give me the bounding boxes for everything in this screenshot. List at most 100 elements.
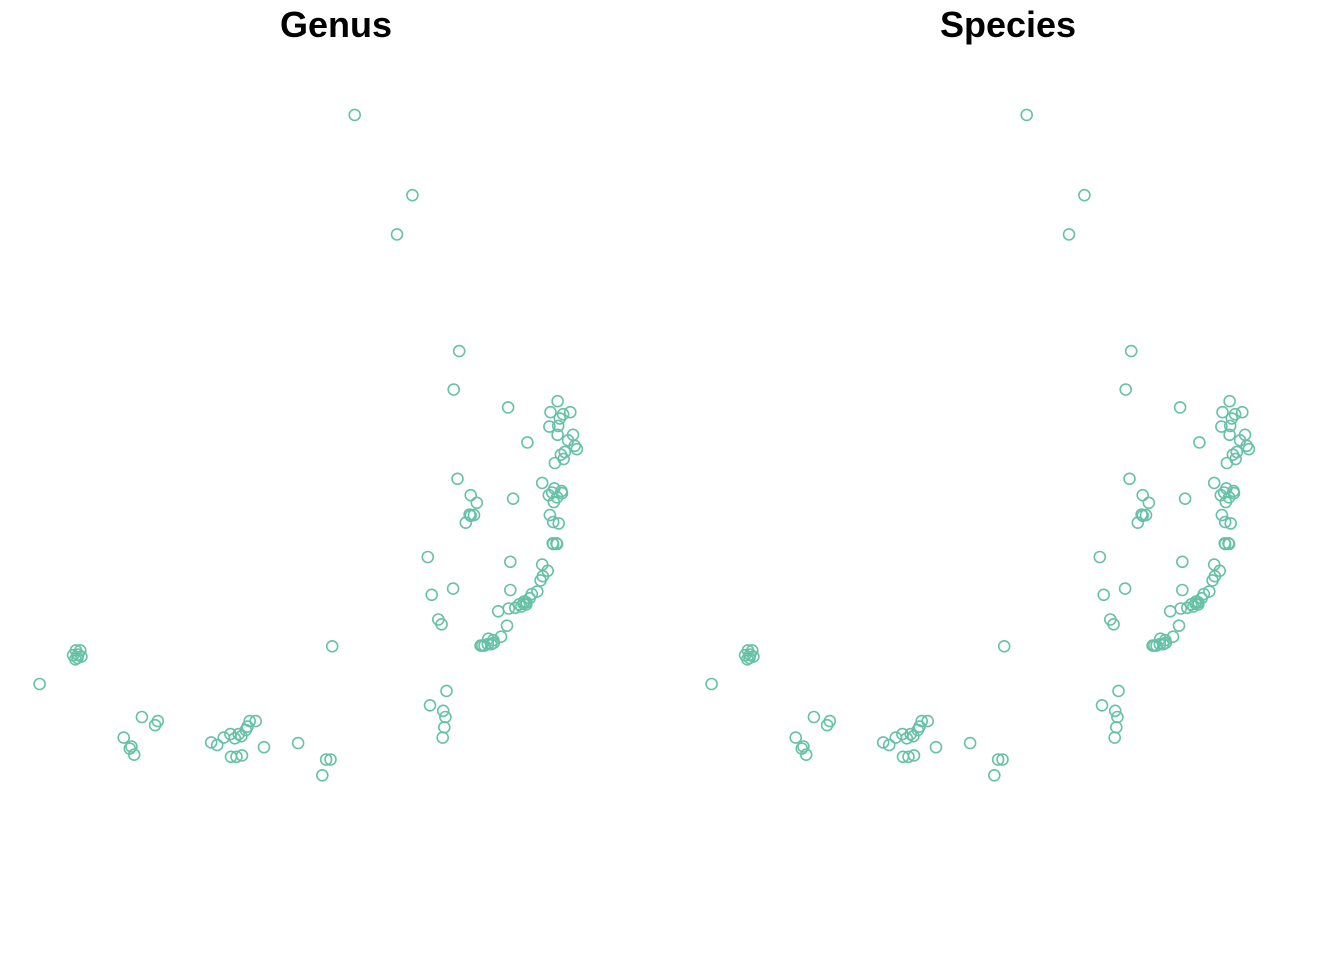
data-point — [1228, 407, 1242, 421]
data-point — [1216, 405, 1229, 419]
data-point — [464, 488, 478, 502]
data-point — [1166, 630, 1180, 644]
data-point — [390, 228, 404, 241]
data-point — [325, 639, 339, 653]
data-point — [548, 456, 562, 470]
data-point — [435, 617, 448, 631]
data-point — [74, 644, 87, 657]
data-point — [475, 639, 489, 652]
data-point — [1124, 344, 1138, 358]
data-point — [882, 738, 896, 752]
data-point — [1097, 588, 1110, 602]
data-point — [543, 508, 557, 522]
data-point — [425, 588, 439, 602]
data-point — [1136, 509, 1149, 523]
data-point — [705, 677, 718, 691]
data-point — [148, 718, 162, 732]
data-point — [436, 731, 450, 744]
data-point — [481, 637, 495, 651]
data-point — [319, 753, 333, 766]
data-point — [470, 496, 484, 510]
data-point — [135, 710, 149, 724]
data-point — [1215, 420, 1228, 433]
data-point — [1224, 517, 1237, 530]
data-point — [501, 401, 515, 414]
data-point — [1119, 383, 1132, 396]
data-point — [1222, 537, 1236, 551]
data-point — [502, 602, 516, 615]
data-point — [907, 749, 921, 762]
data-point — [127, 748, 141, 762]
plot-panel-genus — [33, 108, 584, 782]
data-point — [33, 677, 46, 691]
data-point — [1236, 405, 1249, 419]
data-point — [789, 731, 803, 744]
data-point — [506, 492, 520, 506]
data-point — [556, 407, 570, 421]
data-point — [1218, 515, 1232, 529]
data-point — [550, 537, 564, 551]
data-point — [1223, 419, 1237, 433]
data-point — [907, 729, 920, 743]
data-point — [807, 710, 821, 724]
data-point — [71, 651, 84, 665]
data-point — [799, 748, 813, 762]
data-point — [1187, 600, 1200, 613]
data-point — [421, 550, 435, 564]
data-point — [464, 509, 478, 523]
data-point — [1176, 555, 1189, 569]
data-point — [514, 600, 528, 613]
data-point — [232, 727, 245, 741]
data-point — [902, 750, 915, 764]
data-point — [1215, 508, 1229, 522]
data-point — [1206, 574, 1219, 587]
data-point — [517, 597, 530, 611]
data-point — [1093, 550, 1107, 564]
data-point — [348, 108, 362, 122]
data-point — [963, 736, 977, 750]
data-point — [1163, 604, 1177, 618]
data-point — [570, 442, 584, 456]
data-point — [1136, 488, 1149, 502]
chart-title-genus: Genus — [279, 4, 393, 45]
data-point — [439, 710, 452, 724]
data-point — [117, 731, 130, 744]
data-point — [904, 727, 918, 741]
data-point — [820, 718, 834, 732]
data-point — [535, 476, 549, 490]
data-point — [876, 736, 890, 749]
data-point — [1207, 476, 1221, 490]
data-point — [797, 740, 810, 753]
data-point — [324, 753, 337, 766]
data-point — [521, 436, 534, 449]
data-point — [987, 768, 1001, 782]
data-point — [1223, 394, 1236, 408]
data-point — [446, 582, 460, 595]
data-point — [1108, 704, 1122, 718]
data-point — [996, 753, 1009, 766]
data-point — [452, 344, 466, 358]
data-point — [503, 555, 517, 569]
data-point — [1193, 436, 1206, 449]
data-point — [551, 394, 564, 408]
data-point — [1112, 684, 1125, 698]
data-point — [1118, 582, 1132, 595]
data-point — [543, 420, 556, 433]
data-point — [406, 188, 419, 202]
data-point — [1184, 598, 1198, 611]
data-point — [257, 740, 271, 754]
data-point — [1176, 583, 1189, 597]
data-point — [743, 651, 756, 665]
data-point — [315, 768, 329, 782]
data-point — [1172, 619, 1186, 633]
data-point — [1095, 698, 1109, 712]
data-point — [1078, 188, 1091, 202]
data-point — [512, 598, 526, 611]
data-point — [997, 639, 1011, 653]
data-point — [546, 515, 560, 529]
data-point — [745, 644, 759, 657]
data-point — [503, 583, 517, 597]
data-point — [1062, 228, 1076, 241]
